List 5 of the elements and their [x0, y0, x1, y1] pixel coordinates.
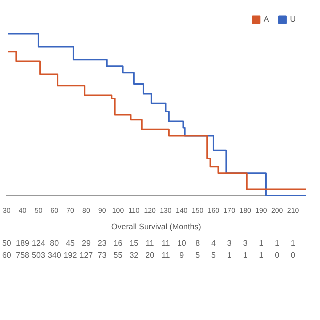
x-axis-title: Overall Survival (Months): [112, 222, 202, 232]
text: 60 758 503 340 192 127 73 55 32 20 11 9 5 5 1 1 1 0 0: [2, 251, 296, 260]
legend-label: A: [264, 15, 270, 24]
text: 50 189 124 80 45 29 23 16 15 11 11 10 8 4 3 3 1 1 1: [2, 239, 296, 248]
legend-label: U: [290, 15, 296, 24]
